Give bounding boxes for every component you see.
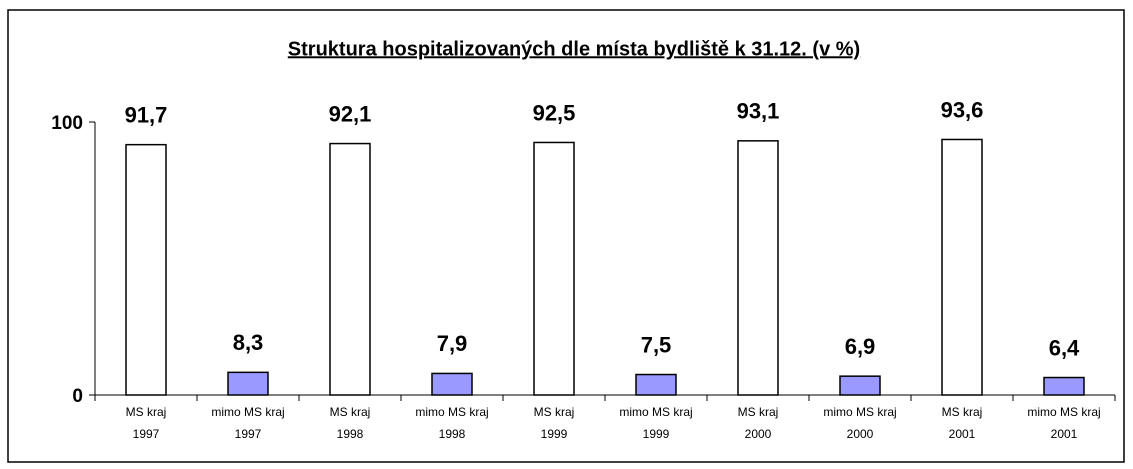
bar [431,372,473,396]
value-label: 93,6 [941,97,984,122]
x-tick-label: 2001 [949,427,976,441]
x-tick-label: 2000 [745,427,772,441]
value-label: 7,9 [437,331,468,356]
x-tick-label: MS kraj [534,405,575,419]
bar [329,142,371,396]
x-tick-label: MS kraj [330,405,371,419]
x-tick-label: MS kraj [126,405,167,419]
bar [1043,376,1085,396]
value-label: 6,9 [845,334,876,359]
x-tick-label: 2001 [1051,427,1078,441]
value-label: 92,1 [329,101,372,126]
x-tick-label: 1997 [235,427,262,441]
x-tick-label: MS kraj [942,405,983,419]
value-label: 6,4 [1049,335,1080,360]
y-tick-label: 100 [51,113,83,134]
bar [737,140,779,396]
x-tick-label: MS kraj [738,405,779,419]
value-label: 8,3 [233,330,264,355]
value-label: 91,7 [125,102,168,127]
bar [635,373,677,396]
chart-title: Struktura hospitalizovaných dle místa by… [288,38,860,60]
bar [227,371,269,396]
x-tick-label: 1998 [337,427,364,441]
bar [125,143,167,396]
x-tick-label: mimo MS kraj [1027,405,1100,419]
x-tick-label: 1998 [439,427,466,441]
y-tick-label: 0 [72,386,83,407]
x-tick-label: mimo MS kraj [211,405,284,419]
x-tick-label: 2000 [847,427,874,441]
value-label: 92,5 [533,100,576,125]
x-tick-label: 1999 [643,427,670,441]
value-label: 7,5 [641,332,672,357]
x-tick-label: 1999 [541,427,568,441]
x-tick-label: mimo MS kraj [619,405,692,419]
x-tick-label: mimo MS kraj [823,405,896,419]
bar [533,141,575,396]
x-tick-label: mimo MS kraj [415,405,488,419]
x-tick-label: 1997 [133,427,160,441]
value-label: 93,1 [737,99,780,124]
bar [941,138,983,396]
bar [839,375,881,396]
